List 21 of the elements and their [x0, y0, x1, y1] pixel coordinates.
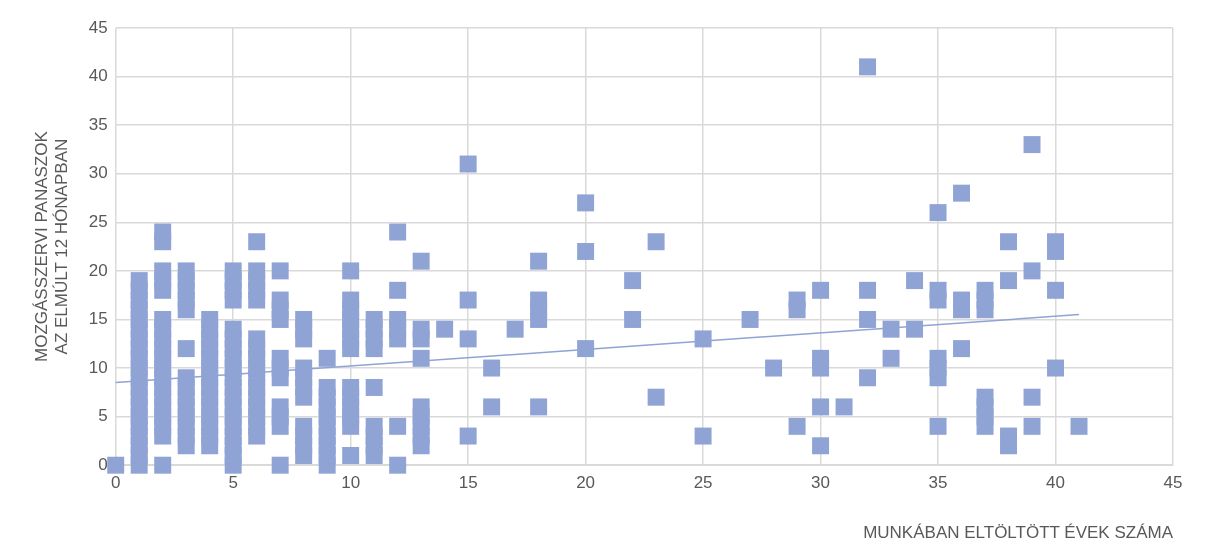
- y-tick-label: 20: [88, 260, 108, 280]
- x-tick-label: 40: [1046, 473, 1065, 493]
- x-tick-label: 10: [341, 473, 361, 493]
- y-tick-label: 10: [88, 357, 108, 377]
- x-tick-label: 35: [928, 473, 948, 493]
- x-tick-label: 30: [811, 473, 831, 493]
- y-tick-label: 25: [88, 212, 108, 231]
- x-tick-label: 15: [458, 473, 478, 493]
- y-tick-label: 45: [88, 17, 108, 37]
- y-tick-label: 15: [88, 309, 108, 329]
- x-axis-title: MUNKÁBAN ELTÖLTÖTT ÉVEK SZÁMA: [863, 523, 1174, 543]
- x-tick-label: 5: [228, 473, 238, 493]
- y-tick-label: 35: [88, 114, 108, 134]
- x-tick-label: 45: [1163, 473, 1183, 493]
- y-axis-title: MOZGÁSSZERVI PANASZOK AZ ELMÚLT 12 HÓNAPBAN: [31, 130, 72, 363]
- y-tick-label: 0: [98, 454, 108, 474]
- y-tick-label: 40: [88, 66, 108, 86]
- y-tick-label: 30: [88, 163, 108, 183]
- x-tick-label: 25: [693, 473, 713, 493]
- y-tick-label: 5: [98, 406, 108, 426]
- x-tick-label: 20: [576, 473, 596, 493]
